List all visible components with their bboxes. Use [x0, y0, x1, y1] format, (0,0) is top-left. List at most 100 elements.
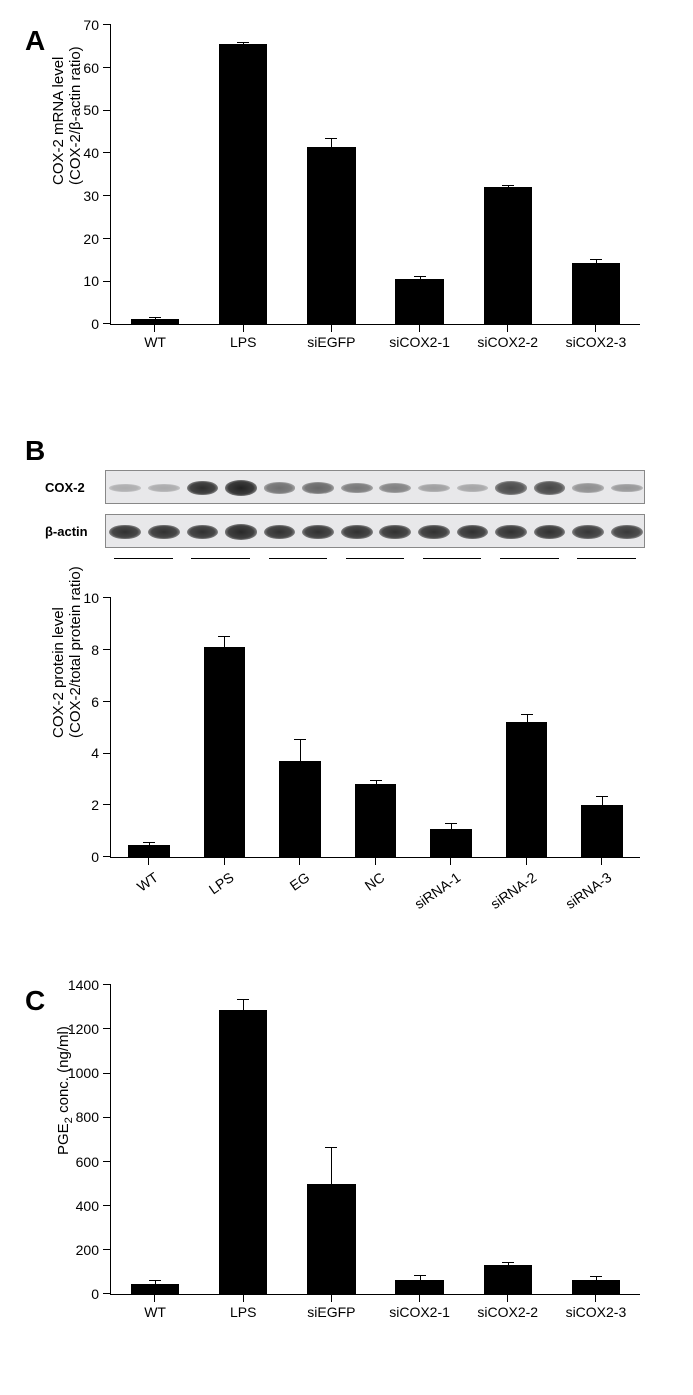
blot-band — [418, 525, 450, 540]
y-tick-label: 10 — [83, 590, 99, 606]
blot-strip — [105, 514, 645, 548]
bar — [581, 805, 623, 857]
blot-band — [495, 481, 527, 494]
bar — [128, 845, 170, 857]
y-label-line2: (COX-2/total protein ratio) — [67, 566, 84, 738]
blot-band — [534, 481, 566, 494]
blot-band — [302, 482, 334, 494]
blot-group-underline — [269, 558, 328, 559]
y-label-line1: COX-2 protein level — [50, 607, 67, 738]
y-tick-label: 200 — [76, 1242, 99, 1258]
blot-band — [572, 483, 604, 492]
blot-band — [264, 525, 296, 540]
y-tick-label: 6 — [91, 694, 99, 710]
panel-a-chart-wrap: COX-2 mRNA level (COX-2/β-actin ratio) 0… — [110, 25, 668, 325]
blot-group-underline — [577, 558, 636, 559]
x-tick-label: NC — [362, 869, 388, 894]
y-tick-label: 60 — [83, 60, 99, 76]
blot-band — [457, 525, 489, 540]
y-tick-label: 0 — [91, 849, 99, 865]
y-tick-label: 1000 — [68, 1065, 99, 1081]
blot-band — [379, 483, 411, 493]
bar — [204, 647, 246, 857]
panel-a-y-axis-label: COX-2 mRNA level (COX-2/β-actin ratio) — [50, 165, 80, 185]
panel-c-chart-wrap: PGE2 conc. (ng/ml) 020040060080010001200… — [110, 985, 668, 1295]
y-tick-label: 1200 — [68, 1021, 99, 1037]
bar — [572, 1280, 620, 1294]
y-tick-label: 2 — [91, 797, 99, 813]
y-tick-label: 0 — [91, 316, 99, 332]
blot-band — [148, 525, 180, 540]
x-tick-label: siRNA-1 — [411, 869, 463, 912]
blot-strip — [105, 470, 645, 504]
blot-group-underline — [423, 558, 482, 559]
x-tick-label: EG — [286, 869, 312, 894]
y-tick-label: 10 — [83, 273, 99, 289]
bar — [506, 722, 548, 857]
x-tick-label: siCOX2-3 — [566, 334, 627, 350]
x-tick-label: siEGFP — [307, 334, 355, 350]
blot-band — [341, 525, 373, 540]
y-tick-label: 20 — [83, 231, 99, 247]
blot-band — [418, 484, 450, 492]
y-tick-label: 70 — [83, 17, 99, 33]
x-tick-label: siRNA-3 — [563, 869, 615, 912]
bar — [355, 784, 397, 857]
blot-band — [611, 484, 643, 493]
y-tick-label: 8 — [91, 642, 99, 658]
panel-a-label: A — [25, 25, 45, 57]
blot-row-label: COX-2 — [45, 480, 85, 495]
x-tick-label: siCOX2-2 — [477, 334, 538, 350]
panel-c-chart-area: 0200400600800100012001400WTLPSsiEGFPsiCO… — [110, 985, 640, 1295]
blot-band — [225, 524, 257, 539]
x-tick-label: LPS — [206, 869, 237, 897]
panel-c-y-axis-label: PGE2 conc. (ng/ml) — [55, 1135, 85, 1155]
x-tick-label: siCOX2-3 — [566, 1304, 627, 1320]
panel-b-chart-area: 0246810WTLPSEGNCsiRNA-1siRNA-2siRNA-3 — [110, 598, 640, 858]
x-tick-label: siCOX2-1 — [389, 1304, 450, 1320]
bar — [219, 44, 267, 324]
western-blot-container: COX-2 β-actin — [25, 470, 668, 552]
y-tick-label: 800 — [76, 1109, 99, 1125]
y-tick-label: 4 — [91, 745, 99, 761]
bar — [131, 319, 179, 324]
blot-row: β-actin — [105, 514, 668, 552]
panel-b-chart-wrap: COX-2 protein level (COX-2/total protein… — [110, 598, 668, 858]
blot-group-underline — [346, 558, 405, 559]
y-label-line2: (COX-2/β-actin ratio) — [67, 46, 84, 185]
blot-row: COX-2 — [105, 470, 668, 508]
blot-band — [379, 525, 411, 540]
bar — [572, 263, 620, 324]
y-tick-label: 600 — [76, 1154, 99, 1170]
x-tick-label: siEGFP — [307, 1304, 355, 1320]
panel-b: B COX-2 β-actin COX-2 protein level (COX-… — [25, 435, 668, 965]
y-tick-label: 40 — [83, 145, 99, 161]
bar — [430, 829, 472, 857]
blot-band — [148, 484, 180, 492]
bar — [131, 1284, 179, 1294]
x-tick-label: WT — [144, 1304, 166, 1320]
panel-a: A COX-2 mRNA level (COX-2/β-actin ratio)… — [25, 25, 668, 415]
x-tick-label: siCOX2-2 — [477, 1304, 538, 1320]
blot-band — [225, 480, 257, 496]
y-tick-label: 0 — [91, 1286, 99, 1302]
y-label-line1: COX-2 mRNA level — [50, 57, 67, 185]
panel-a-chart-area: 010203040506070WTLPSsiEGFPsiCOX2-1siCOX2… — [110, 25, 640, 325]
blot-band — [302, 525, 334, 540]
blot-group-underline — [114, 558, 173, 559]
y-tick-label: 1400 — [68, 977, 99, 993]
blot-band — [264, 482, 296, 493]
blot-row-label: β-actin — [45, 524, 88, 539]
bar — [219, 1010, 267, 1294]
bar — [484, 1265, 532, 1294]
blot-band — [611, 525, 643, 539]
y-tick-label: 400 — [76, 1198, 99, 1214]
y-tick-label: 50 — [83, 102, 99, 118]
panel-c: C PGE2 conc. (ng/ml) 0200400600800100012… — [25, 985, 668, 1385]
blot-group-underline — [191, 558, 250, 559]
x-tick-label: LPS — [230, 1304, 256, 1320]
panel-b-label: B — [25, 435, 45, 467]
y-tick-label: 30 — [83, 188, 99, 204]
blot-group-underline — [500, 558, 559, 559]
blot-group-lines — [105, 558, 645, 568]
